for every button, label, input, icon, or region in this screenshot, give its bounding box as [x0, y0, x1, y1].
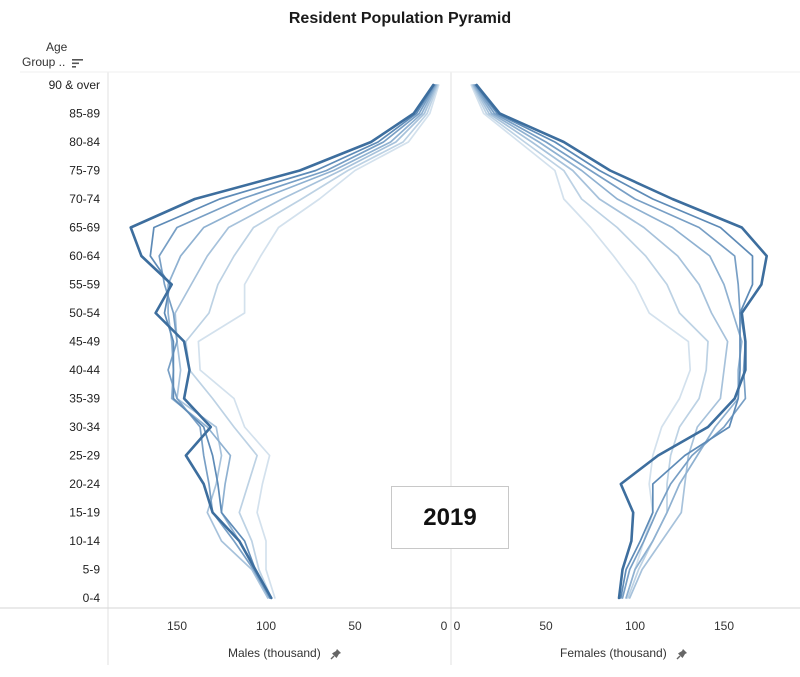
x-tick-label-males: 150	[167, 619, 187, 633]
x-tick-label-males: 50	[348, 619, 362, 633]
male-series-line-B	[185, 84, 439, 599]
y-tick-label: 55-59	[69, 278, 100, 292]
y-tick-label: 85-89	[69, 107, 100, 121]
y-tick-label: 35-39	[69, 392, 100, 406]
male-series-line-F	[149, 84, 436, 599]
y-tick-label: 75-79	[69, 164, 100, 178]
female-series-line-D	[473, 84, 743, 599]
female-series-line-C	[472, 84, 729, 599]
y-tick-label: 5-9	[83, 563, 101, 577]
y-tick-label: 80-84	[69, 135, 100, 149]
x-tick-label-females: 150	[714, 619, 734, 633]
female-series-group	[470, 83, 769, 600]
chart-title: Resident Population Pyramid	[288, 10, 512, 27]
y-tick-label: 70-74	[69, 192, 100, 206]
pin-icon[interactable]	[330, 648, 342, 660]
sort-icon[interactable]	[71, 58, 84, 68]
female-series-line-F	[474, 84, 754, 599]
pin-icon[interactable]	[676, 648, 688, 660]
males-axis-title[interactable]: Males (thousand)	[228, 646, 342, 660]
year-indicator: 2019	[391, 486, 509, 549]
x-tick-label-females: 100	[625, 619, 645, 633]
females-axis-label: Females (thousand)	[560, 646, 667, 660]
male-series-line-A	[197, 84, 440, 599]
x-tick-labels: 150 100 50 0 0 50 100 150	[167, 619, 734, 633]
male-series-group	[129, 83, 440, 600]
y-tick-label: 40-44	[69, 363, 100, 377]
x-tick-label-females: 50	[539, 619, 553, 633]
y-tick-label: 15-19	[69, 506, 100, 520]
x-tick-label-males: 100	[256, 619, 276, 633]
y-tick-label: 60-64	[69, 249, 100, 263]
male-series-line-G	[129, 83, 435, 600]
female-series-line-E	[473, 84, 747, 599]
y-tick-label: 90 & over	[49, 78, 100, 92]
y-tick-label: 0-4	[83, 591, 101, 605]
x-tick-label-females: 0	[454, 619, 461, 633]
y-tick-label: 65-69	[69, 221, 100, 235]
y-tick-labels: 90 & over 85-89 80-84 75-79 70-74 65-69 60-64 5…	[49, 78, 101, 605]
row-header[interactable]: Age Group ..	[22, 40, 84, 70]
row-header-line1: Age	[46, 40, 68, 54]
y-tick-label: 45-49	[69, 335, 100, 349]
males-axis-label: Males (thousand)	[228, 646, 321, 660]
y-tick-label: 10-14	[69, 534, 100, 548]
y-tick-label: 20-24	[69, 477, 100, 491]
row-header-line2: Group ..	[22, 55, 66, 69]
y-tick-label: 25-29	[69, 449, 100, 463]
x-tick-label-males: 0	[441, 619, 448, 633]
females-axis-title[interactable]: Females (thousand)	[560, 646, 688, 660]
axes-lines	[0, 71, 800, 665]
y-tick-label: 30-34	[69, 420, 100, 434]
y-tick-label: 50-54	[69, 306, 100, 320]
female-series-line-G	[475, 83, 769, 600]
